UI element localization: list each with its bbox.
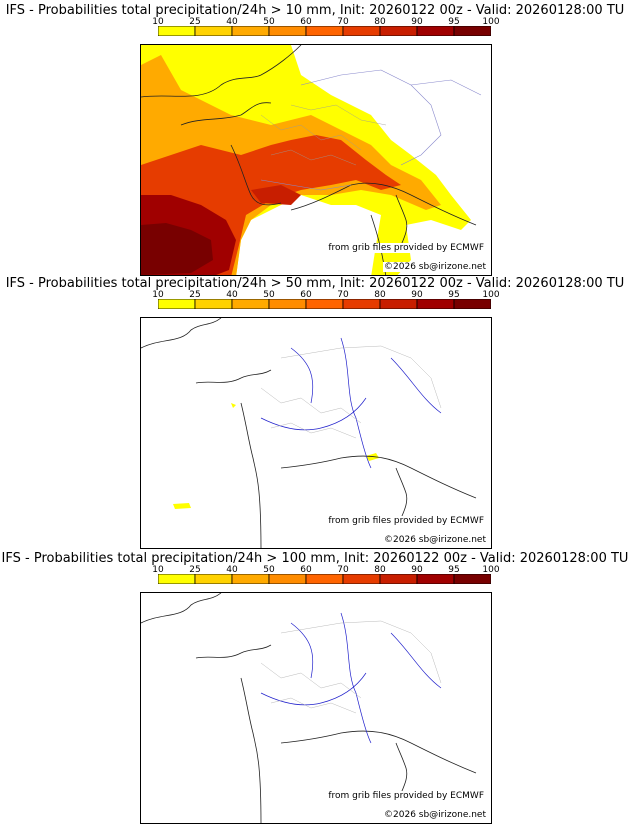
scale-tick-label: 90 bbox=[411, 565, 423, 575]
scale-segment bbox=[379, 574, 418, 584]
precip-spot-pyrenees bbox=[366, 453, 379, 461]
scale-tick-label: 70 bbox=[337, 565, 349, 575]
scale-tick-label: 40 bbox=[226, 290, 238, 300]
scale-segment bbox=[416, 26, 455, 36]
scale-tick-label: 10 bbox=[152, 565, 164, 575]
map-graphic bbox=[141, 318, 477, 548]
scale-tick-labels: 10 25 40 50 60 70 80 90 95 100 bbox=[152, 565, 499, 575]
copyright-notice: ©2026 sb@irizone.net bbox=[383, 810, 487, 820]
scale-segment bbox=[231, 574, 270, 584]
scale-tick-label: 60 bbox=[300, 290, 312, 300]
scale-segment bbox=[305, 299, 344, 309]
scale-tick-label: 90 bbox=[411, 17, 423, 27]
scale-segment bbox=[194, 26, 233, 36]
scale-segment bbox=[342, 299, 381, 309]
rivers bbox=[260, 337, 442, 469]
scale-tick-label: 80 bbox=[374, 565, 386, 575]
scale-tick-label: 80 bbox=[374, 290, 386, 300]
data-credit: from grib files provided by ECMWF bbox=[327, 516, 485, 526]
scale-segment bbox=[342, 574, 381, 584]
precip-field-maroon bbox=[141, 223, 213, 275]
precip-fields bbox=[173, 403, 379, 509]
map-graphic bbox=[141, 45, 482, 275]
scale-segment bbox=[268, 26, 307, 36]
scale-segment bbox=[416, 574, 455, 584]
scale-segment bbox=[194, 574, 233, 584]
panel-title: IFS - Probabilities total precipitation/… bbox=[1, 551, 629, 566]
panel-title: IFS - Probabilities total precipitation/… bbox=[5, 3, 625, 18]
precipitation-map: from grib files provided by ECMWF ©2026 … bbox=[140, 44, 492, 276]
probability-color-scale bbox=[158, 574, 491, 584]
scale-segment bbox=[379, 299, 418, 309]
scale-tick-label: 25 bbox=[189, 565, 201, 575]
scale-segment bbox=[305, 26, 344, 36]
coastlines bbox=[141, 318, 477, 548]
precip-field-red-pyrenees bbox=[251, 185, 301, 205]
scale-tick-label: 50 bbox=[263, 17, 275, 27]
panel-title: IFS - Probabilities total precipitation/… bbox=[5, 276, 625, 291]
precipitation-map: from grib files provided by ECMWF ©2026 … bbox=[140, 592, 492, 824]
scale-segment bbox=[268, 574, 307, 584]
scale-segment bbox=[305, 574, 344, 584]
scale-tick-label: 25 bbox=[189, 17, 201, 27]
scale-tick-label: 80 bbox=[374, 17, 386, 27]
scale-tick-label: 100 bbox=[482, 17, 500, 27]
precip-spot-iberia bbox=[173, 503, 191, 509]
scale-tick-label: 50 bbox=[263, 290, 275, 300]
scale-segment bbox=[194, 299, 233, 309]
data-credit: from grib files provided by ECMWF bbox=[327, 791, 485, 801]
scale-segment bbox=[158, 299, 196, 309]
scale-tick-label: 40 bbox=[226, 565, 238, 575]
scale-tick-label: 25 bbox=[189, 290, 201, 300]
scale-segment bbox=[453, 574, 491, 584]
scale-segment bbox=[158, 574, 196, 584]
country-borders bbox=[260, 69, 482, 191]
scale-tick-label: 60 bbox=[300, 17, 312, 27]
scale-tick-label: 95 bbox=[448, 17, 460, 27]
scale-tick-label: 70 bbox=[337, 290, 349, 300]
region-borders bbox=[260, 345, 442, 439]
map-panel-100mm: IFS - Probabilities total precipitation/… bbox=[0, 548, 630, 824]
precipitation-map: from grib files provided by ECMWF ©2026 … bbox=[140, 317, 492, 549]
map-graphic bbox=[141, 593, 477, 823]
scale-tick-label: 60 bbox=[300, 565, 312, 575]
scale-segment bbox=[268, 299, 307, 309]
scale-tick-label: 10 bbox=[152, 290, 164, 300]
scale-segment bbox=[416, 299, 455, 309]
scale-tick-label: 95 bbox=[448, 290, 460, 300]
scale-tick-label: 10 bbox=[152, 17, 164, 27]
data-credit: from grib files provided by ECMWF bbox=[327, 243, 485, 253]
scale-tick-label: 100 bbox=[482, 565, 500, 575]
region-borders bbox=[260, 620, 442, 714]
rivers bbox=[260, 612, 442, 744]
scale-tick-label: 100 bbox=[482, 290, 500, 300]
map-panel-50mm: IFS - Probabilities total precipitation/… bbox=[0, 273, 630, 549]
scale-tick-label: 95 bbox=[448, 565, 460, 575]
probability-color-scale bbox=[158, 299, 491, 309]
scale-tick-label: 90 bbox=[411, 290, 423, 300]
precip-spot-brittany bbox=[231, 403, 236, 408]
scale-segment bbox=[231, 299, 270, 309]
scale-segment bbox=[158, 26, 196, 36]
map-panel-10mm: IFS - Probabilities total precipitation/… bbox=[0, 0, 630, 276]
scale-segment bbox=[231, 26, 270, 36]
copyright-notice: ©2026 sb@irizone.net bbox=[383, 535, 487, 545]
scale-segment bbox=[453, 299, 491, 309]
scale-tick-labels: 10 25 40 50 60 70 80 90 95 100 bbox=[152, 290, 499, 300]
scale-tick-labels: 10 25 40 50 60 70 80 90 95 100 bbox=[152, 17, 499, 27]
scale-segment bbox=[342, 26, 381, 36]
scale-segment bbox=[453, 26, 491, 36]
scale-tick-label: 50 bbox=[263, 565, 275, 575]
scale-segment bbox=[379, 26, 418, 36]
copyright-notice: ©2026 sb@irizone.net bbox=[383, 262, 487, 272]
scale-tick-label: 40 bbox=[226, 17, 238, 27]
precip-fields bbox=[141, 45, 471, 275]
probability-color-scale bbox=[158, 26, 491, 36]
scale-tick-label: 70 bbox=[337, 17, 349, 27]
coastlines bbox=[141, 593, 477, 823]
region-borders bbox=[260, 104, 387, 166]
